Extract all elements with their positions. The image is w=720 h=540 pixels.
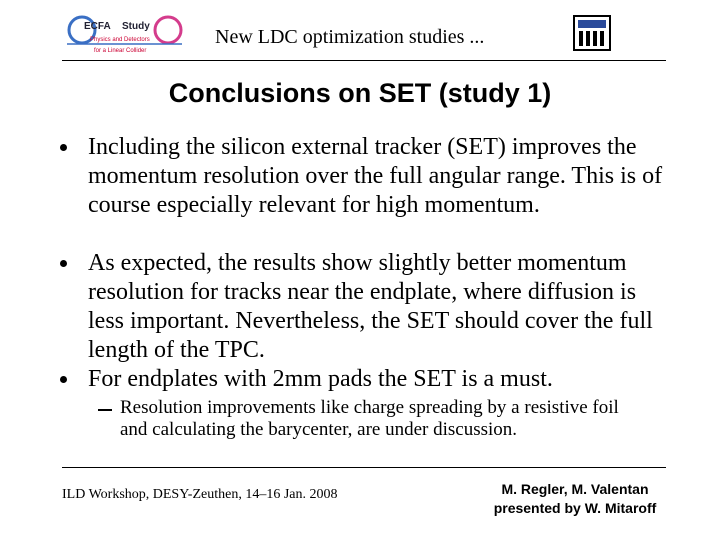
sub-bullet-text: Resolution improvements like charge spre…: [120, 397, 619, 440]
bullet-dot: [60, 144, 67, 151]
bullet-dot: [60, 260, 67, 267]
bullet-text: Including the silicon external tracker (…: [88, 134, 663, 218]
institute-logo: [573, 15, 611, 51]
logo-pillar: [579, 31, 583, 46]
logo-ring: [67, 15, 97, 45]
logo-ring: [153, 15, 183, 45]
logo-pillar: [600, 31, 604, 46]
logo-line2: for a Linear Collider: [94, 48, 146, 54]
header-title: New LDC optimization studies ...: [215, 26, 485, 48]
header-rule: [62, 60, 666, 61]
logo-line1: Physics and Detectors: [90, 37, 150, 43]
bullet-text: For endplates with 2mm pads the SET is a…: [88, 366, 553, 392]
footer-rule: [62, 467, 666, 468]
sub-bullet-dash: [98, 409, 112, 411]
logo-roof: [578, 20, 606, 28]
slide-title: Conclusions on SET (study 1): [168, 78, 552, 108]
footer-authors: M. Regler, M. Valentan: [501, 481, 649, 497]
bullet-text: As expected, the results show slightly b…: [88, 250, 653, 363]
logo-name: ECFA: [84, 21, 111, 32]
footer-credits: M. Regler, M. Valentan presented by W. M…: [455, 480, 695, 518]
footer-event: ILD Workshop, DESY-Zeuthen, 14–16 Jan. 2…: [62, 487, 338, 502]
logo-pillar: [593, 31, 597, 46]
logo-tag: Study: [122, 21, 150, 32]
logo-pillar: [586, 31, 590, 46]
bullet-dot: [60, 376, 67, 383]
ecfa-logo: ECFA Study Physics and Detectors for a L…: [67, 15, 183, 54]
footer-presenter: presented by W. Mitaroff: [493, 500, 657, 516]
